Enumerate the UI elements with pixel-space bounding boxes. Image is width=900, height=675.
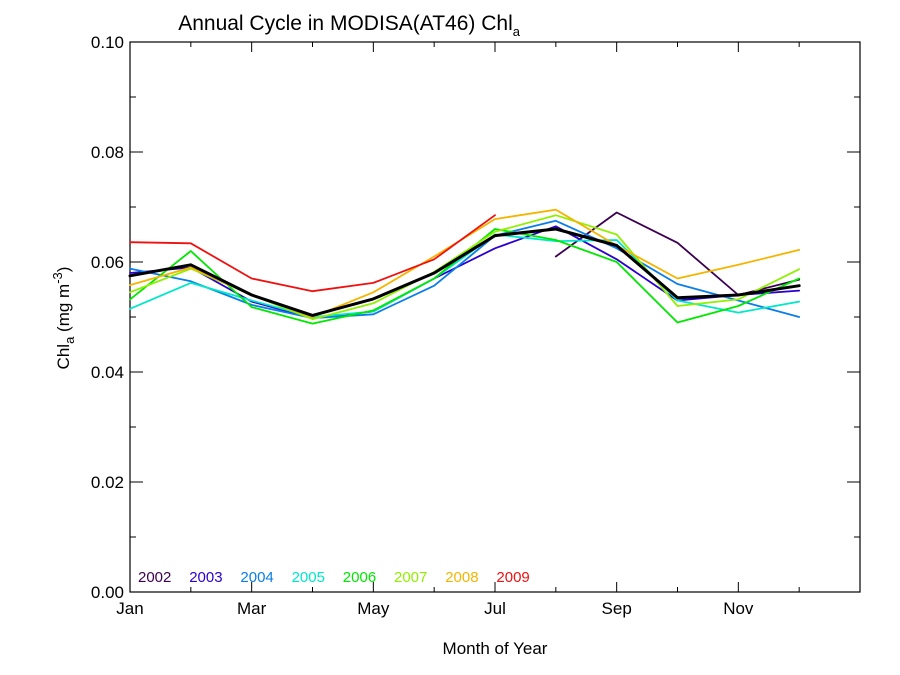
y-axis-title: Chla (mg m-3): [50, 267, 77, 370]
y-tick-label: 0.04: [91, 363, 124, 382]
chart-title-text: Annual Cycle in MODISA(AT46) Chl: [178, 12, 513, 35]
x-tick-label: May: [357, 599, 390, 618]
y-axis-title-unit: (mg m: [54, 284, 73, 337]
x-tick-label: Nov: [723, 599, 754, 618]
series-line-2006: [129, 228, 801, 325]
x-tick-label: Sep: [602, 599, 632, 618]
y-axis-title-main: Chl: [54, 344, 73, 370]
y-tick-label: 0.06: [91, 253, 124, 272]
series-line-mean: [128, 227, 801, 317]
plot-frame: [129, 41, 861, 593]
y-axis-title-unit-close: ): [54, 267, 73, 273]
x-tick-label: Jul: [484, 599, 506, 618]
axes-frame: Jan Mar May Jul Sep Nov 0.00 0.02 0.04 0.06 0.08 0.…: [91, 33, 861, 618]
series-line-2003: [129, 225, 801, 319]
chart-title: Annual Cycle in MODISA(AT46) Chla: [178, 12, 521, 39]
legend-entry-2006: 2006: [343, 569, 376, 586]
x-axis-title: Month of Year: [443, 639, 548, 658]
series-line-2004: [129, 219, 801, 319]
y-tick-label: 0.10: [91, 33, 124, 52]
series-lines: [128, 208, 801, 325]
legend-entry-2008: 2008: [445, 569, 478, 586]
y-axis-title-subscript: a: [62, 336, 77, 344]
legend-entry-2009: 2009: [496, 569, 529, 586]
x-tick-label: Mar: [237, 599, 267, 618]
legend-entry-2005: 2005: [292, 569, 325, 586]
legend-entry-2002: 2002: [138, 569, 171, 586]
y-tick-label: 0.02: [91, 473, 124, 492]
y-axis-title-unit-power: -3: [50, 272, 65, 284]
legend-entry-2004: 2004: [240, 569, 273, 586]
y-tick-label: 0.08: [91, 143, 124, 162]
series-line-2009: [129, 214, 496, 293]
y-tick-label: 0.00: [91, 583, 124, 602]
x-tick-label: Jan: [116, 599, 143, 618]
chart-title-subscript: a: [513, 24, 521, 39]
series-line-2005: [129, 233, 801, 318]
legend: 2002 2003 2004 2005 2006 2007 2008 2009: [138, 569, 530, 586]
legend-entry-2003: 2003: [189, 569, 222, 586]
legend-entry-2007: 2007: [394, 569, 427, 586]
